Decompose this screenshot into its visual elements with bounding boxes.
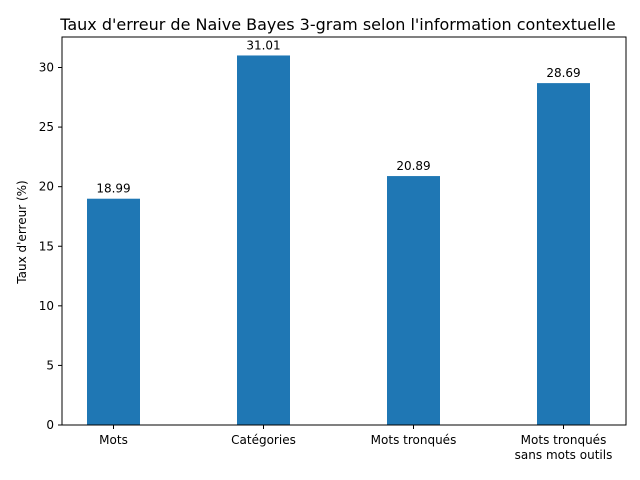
y-tick-label: 25: [39, 120, 54, 134]
bar: [237, 55, 290, 425]
plot-area-border: [61, 36, 627, 426]
x-tick-label: Catégories: [231, 433, 296, 447]
y-tick-label: 0: [46, 418, 54, 432]
y-axis-label: Taux d'erreur (%): [15, 180, 29, 284]
bars-group: 18.99 31.01 20.89 28.69: [87, 38, 590, 426]
bar: [537, 83, 590, 426]
y-tick-label: 15: [39, 239, 54, 253]
y-axis-ticks: 0 5 10 15 20 25 30: [39, 61, 62, 432]
x-tick-label: Mots tronqués: [371, 433, 457, 447]
bar: [387, 176, 440, 425]
bar: [87, 198, 140, 425]
y-tick-label: 30: [39, 61, 54, 75]
data-label: 28.69: [546, 66, 580, 80]
x-axis-ticks: Mots Catégories Mots tronqués Mots tronqués…: [99, 425, 612, 462]
y-tick-label: 10: [39, 299, 54, 313]
x-tick-label: Mots: [99, 433, 128, 447]
chart-title: Taux d'erreur de Naive Bayes 3-gram selo…: [59, 15, 616, 34]
x-tick-label: Mots tronqués sans mots outils: [515, 433, 613, 462]
data-label: 20.89: [396, 159, 430, 173]
y-tick-label: 20: [39, 180, 54, 194]
data-label: 18.99: [96, 182, 130, 196]
data-label: 31.01: [246, 38, 280, 52]
y-tick-label: 5: [46, 358, 54, 372]
axes-frame: [61, 36, 627, 426]
